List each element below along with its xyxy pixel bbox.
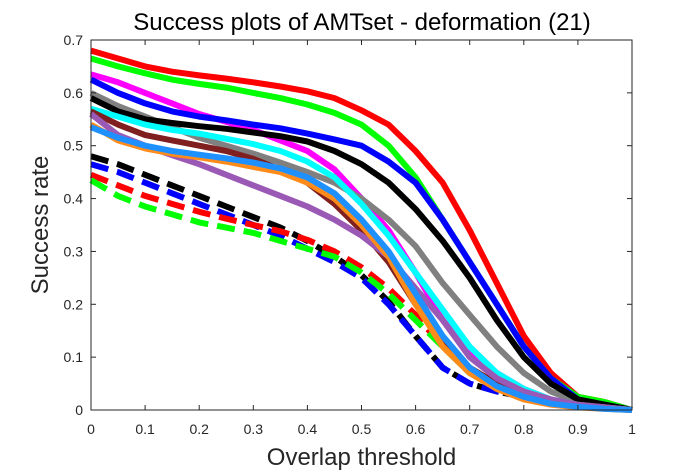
x-tick-label: 0.3 — [244, 421, 264, 437]
x-tick-label: 0.2 — [189, 421, 209, 437]
x-tick-label: 0.9 — [568, 421, 588, 437]
series-line-10 — [89, 124, 633, 413]
y-tick-label: 0.4 — [64, 191, 84, 207]
y-axis-title: Success rate — [27, 156, 54, 295]
ticks-layer: 0 0.1 0.2 0.3 0.4 0.5 0.6 0.7 0.8 0.9 1 0 0.1 0.2 0.3 0… — [64, 32, 637, 437]
series-line-0 — [90, 47, 633, 413]
y-tick-label: 0.6 — [64, 85, 84, 101]
y-tick-label: 0.2 — [64, 296, 84, 312]
x-tick-label: 0.5 — [352, 421, 372, 437]
x-tick-label: 0.8 — [514, 421, 534, 437]
x-tick-label: 1 — [628, 421, 636, 437]
x-tick-label: 0.6 — [406, 421, 426, 437]
x-axis-title: Overlap threshold — [267, 444, 456, 471]
x-tick-label: 0.1 — [135, 421, 155, 437]
y-tick-label: 0.7 — [64, 32, 84, 48]
y-tick-label: 0 — [75, 402, 83, 418]
y-tick-label: 0.3 — [64, 243, 84, 259]
series-layer — [89, 47, 633, 413]
chart-title: Success plots of AMTset - deformation (2… — [133, 9, 591, 36]
series-line-5 — [89, 95, 633, 413]
series-line-14 — [89, 177, 633, 413]
x-tick-label: 0.4 — [298, 421, 318, 437]
y-tick-label: 0.5 — [64, 138, 84, 154]
series-line-8 — [89, 111, 633, 413]
x-tick-label: 0 — [87, 421, 95, 437]
y-tick-label: 0.1 — [64, 349, 84, 365]
x-tick-label: 0.7 — [460, 421, 480, 437]
series-line-3 — [89, 76, 633, 413]
